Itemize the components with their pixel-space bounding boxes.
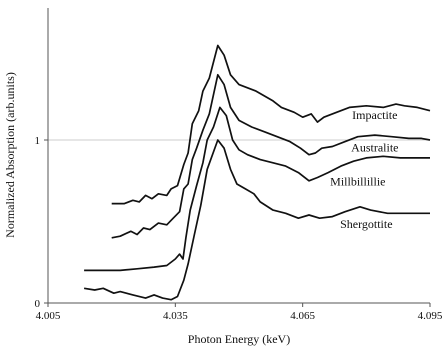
series-label-group: Impactite Australite Millbillillie Shergott… bbox=[330, 108, 398, 231]
series-line-australite bbox=[111, 73, 431, 239]
y-tick-label: 1 bbox=[35, 135, 41, 147]
x-tick-label: 4.065 bbox=[290, 310, 315, 322]
series-label-australite: Australite bbox=[351, 140, 398, 154]
series-label-millbillillie: Millbillillie bbox=[330, 175, 385, 189]
y-tick-label: 0 bbox=[35, 298, 41, 310]
series-label-shergottite: Shergottite bbox=[340, 217, 392, 231]
series-line-millbillillie bbox=[84, 106, 430, 272]
x-tick-group: 4.005 4.035 4.065 4.095 bbox=[36, 303, 442, 322]
series-line-impactite bbox=[111, 44, 431, 205]
series-line-shergottite bbox=[83, 139, 430, 301]
x-axis-title: Photon Energy (keV) bbox=[188, 332, 290, 346]
y-tick-group: 01 bbox=[35, 135, 48, 310]
x-tick-label: 4.095 bbox=[418, 310, 442, 322]
series-label-impactite: Impactite bbox=[352, 108, 397, 122]
series-group bbox=[83, 44, 431, 301]
x-tick-label: 4.035 bbox=[163, 310, 188, 322]
y-axis-title: Normalized Absorption (arb.units) bbox=[3, 72, 17, 238]
x-tick-label: 4.005 bbox=[36, 310, 61, 322]
